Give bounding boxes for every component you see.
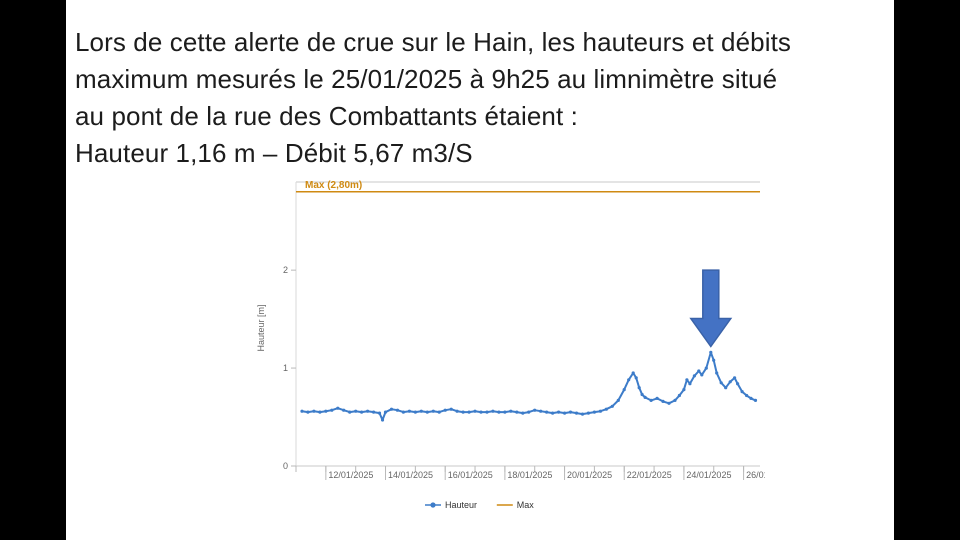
slide-text: Lors de cette alerte de crue sur le Hain… (75, 24, 887, 172)
chart-legend: Hauteur Max (425, 500, 534, 510)
text-line-4: Hauteur 1,16 m – Débit 5,67 m3/S (75, 138, 473, 168)
text-line-3: au pont de la rue des Combattants étaien… (75, 101, 578, 131)
max-line-label: Max (2,80m) (305, 180, 362, 191)
x-tick-label: 14/01/2025 (388, 470, 433, 480)
x-tick-label: 24/01/2025 (686, 470, 731, 480)
x-tick-label: 26/01/2025 (746, 470, 770, 480)
series-hauteur-line (301, 351, 757, 421)
x-tick-label: 20/01/2025 (567, 470, 612, 480)
y-tick-label: 0 (283, 461, 288, 471)
x-tick-label: 18/01/2025 (507, 470, 552, 480)
chart-canvas: Max (2,80m) 12/01/2025 14/01/2025 16/01/202… (256, 180, 770, 510)
legend-label: Max (517, 500, 535, 510)
text-line-1: Lors de cette alerte de crue sur le Hain… (75, 27, 792, 57)
legend-marker-dot (430, 502, 436, 508)
y-tick-label: 1 (283, 363, 288, 373)
x-axis: 12/01/2025 14/01/2025 16/01/2025 18/01/2025… (295, 466, 770, 480)
down-arrow (689, 269, 733, 348)
y-axis-title: Hauteur [m] (256, 304, 266, 351)
hauteur-chart: Max (2,80m) 12/01/2025 14/01/2025 16/01/202… (250, 178, 770, 523)
text-line-2: maximum mesurés le 25/01/2025 à 9h25 au … (75, 64, 778, 94)
x-tick-label: 16/01/2025 (448, 470, 493, 480)
x-tick-label: 22/01/2025 (627, 470, 672, 480)
x-tick-label: 12/01/2025 (328, 470, 373, 480)
legend-label: Hauteur (445, 500, 477, 510)
slide-background (66, 0, 894, 540)
y-tick-label: 2 (283, 265, 288, 275)
